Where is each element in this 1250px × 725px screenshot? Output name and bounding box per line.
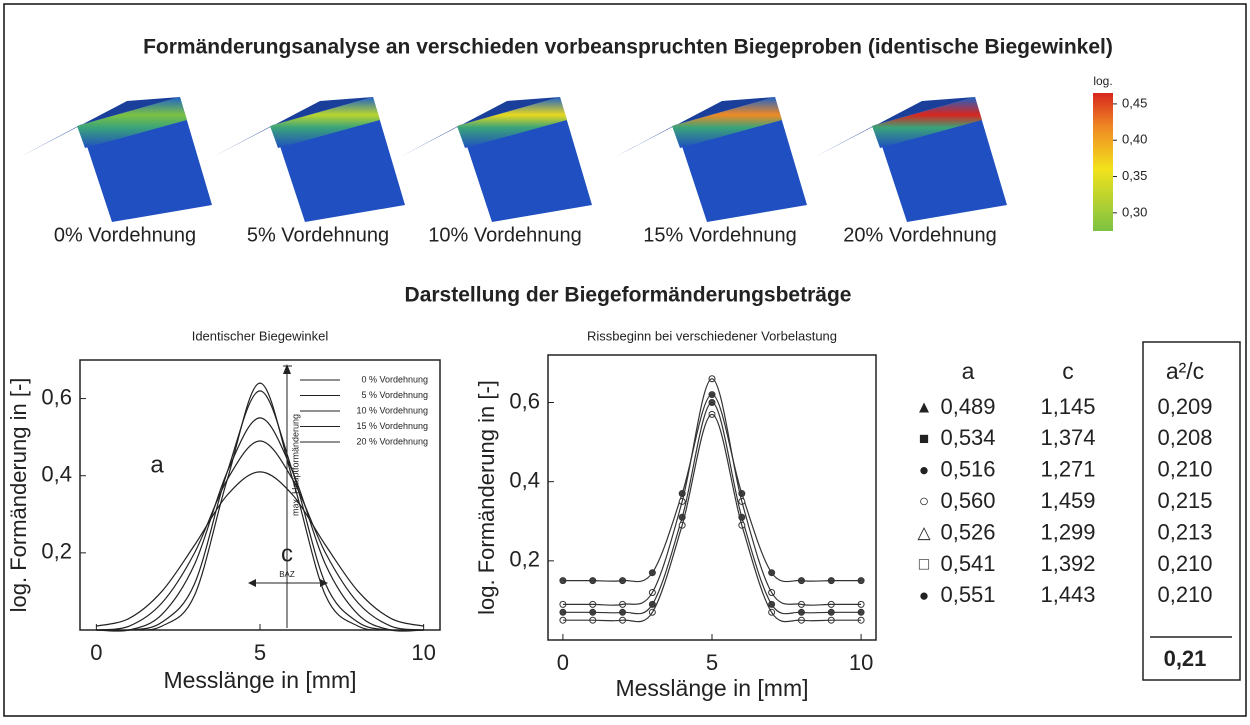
x-tick-label: 0 — [90, 640, 102, 665]
specimen-label: 15% Vordehnung — [643, 224, 796, 246]
specimen-images: 0% Vordehnung 5% Vordehnung 10% Vordehnung… — [20, 97, 1007, 246]
table-cell: 0,534 — [940, 425, 995, 450]
colorbar-tick-label: 0,30 — [1122, 204, 1147, 219]
table-marker: ● — [919, 460, 929, 479]
table-cell: 1,459 — [1040, 488, 1095, 513]
x-axis-title: Messlänge in [mm] — [615, 675, 808, 701]
table-cell: 0,526 — [940, 519, 995, 544]
annotation: c — [281, 540, 293, 567]
curve — [96, 418, 423, 631]
legend-label: 20 % Vordehnung — [356, 436, 428, 446]
plot-frame — [80, 360, 440, 630]
table-cell: 1,299 — [1040, 519, 1095, 544]
chart-title: Rissbeginn bei verschiedener Vorbelastun… — [587, 328, 837, 343]
colorbar — [1093, 93, 1113, 231]
y-tick-label: 0,4 — [509, 467, 540, 492]
legend-label: 0 % Vordehnung — [361, 374, 428, 384]
y-tick-label: 0,6 — [509, 388, 540, 413]
table-cell: 1,392 — [1040, 551, 1095, 576]
specimen-label: 20% Vordehnung — [843, 224, 996, 246]
table-cell: 0,541 — [940, 551, 995, 576]
colorbar-tick-label: 0,45 — [1122, 95, 1147, 110]
x-tick-label: 10 — [411, 640, 435, 665]
curve — [96, 441, 423, 630]
annotation: BAZ — [279, 570, 295, 579]
table-marker: ▲ — [916, 397, 933, 416]
table-cell: 0,208 — [1157, 425, 1212, 450]
arrow-head — [248, 579, 256, 587]
table-cell: 1,374 — [1040, 425, 1095, 450]
specimen-label: 5% Vordehnung — [247, 224, 389, 246]
table-mean: 0,21 — [1164, 646, 1207, 671]
y-tick-label: 0,6 — [41, 384, 72, 409]
table-cell: 1,271 — [1040, 457, 1095, 482]
table-cell: 0,209 — [1157, 394, 1212, 419]
curve — [96, 472, 423, 626]
table-header: a²/c — [1166, 358, 1204, 384]
table-marker: □ — [919, 554, 929, 573]
annotation: a — [150, 451, 164, 478]
table-cell: 0,516 — [940, 457, 995, 482]
legend-label: 5 % Vordehnung — [361, 390, 428, 400]
table-marker: ○ — [919, 492, 929, 511]
x-tick-label: 10 — [849, 650, 873, 675]
charts: Identischer Biegewinkel Messlänge in [mm]… — [6, 328, 876, 701]
y-tick-label: 0,2 — [509, 547, 540, 572]
table-cell: 0,210 — [1157, 582, 1212, 607]
table-marker: △ — [917, 523, 931, 542]
x-tick-label: 5 — [706, 650, 718, 675]
annotation: max. Hauptformänderung — [290, 414, 300, 516]
curve — [563, 414, 861, 621]
section-title: Darstellung der Biegeformänderungsbeträg… — [405, 284, 852, 307]
table: a c a²/c ▲ 0,489 1,145 0,209 ■ 0,534 1,374 0,208 ● 0… — [916, 358, 1213, 671]
table-header: a — [962, 358, 975, 384]
colorbar-tick-label: 0,35 — [1122, 168, 1147, 183]
legend-label: 10 % Vordehnung — [356, 405, 428, 415]
table-header: c — [1062, 358, 1074, 384]
figure: Formänderungsanalyse an verschieden vorb… — [0, 0, 1250, 720]
table-cell: 0,489 — [940, 394, 995, 419]
legend-label: 15 % Vordehnung — [356, 421, 428, 431]
table-marker: ● — [919, 586, 929, 605]
table-cell: 1,443 — [1040, 582, 1095, 607]
specimen-label: 0% Vordehnung — [54, 224, 196, 246]
y-tick-label: 0,4 — [41, 462, 72, 487]
table-cell: 0,215 — [1157, 488, 1212, 513]
x-axis-title: Messlänge in [mm] — [163, 667, 356, 693]
table-cell: 0,560 — [940, 488, 995, 513]
table-cell: 0,551 — [940, 582, 995, 607]
x-tick-label: 0 — [557, 650, 569, 675]
colorbar-tick-label: 0,40 — [1122, 132, 1147, 147]
curve — [563, 403, 861, 614]
specimen-label: 10% Vordehnung — [428, 224, 581, 246]
curve — [563, 395, 861, 582]
figure-title: Formänderungsanalyse an verschieden vorb… — [143, 36, 1113, 59]
table-marker: ■ — [919, 429, 929, 448]
table-cell: 0,210 — [1157, 457, 1212, 482]
table-cell: 0,213 — [1157, 519, 1212, 544]
y-tick-label: 0,2 — [41, 539, 72, 564]
y-axis-title: log. Formänderung in [-] — [474, 380, 499, 615]
chart-title: Identischer Biegewinkel — [192, 328, 329, 343]
x-tick-label: 5 — [254, 640, 266, 665]
colorbar-label: log. — [1093, 74, 1112, 88]
y-axis-title: log. Formänderung in [-] — [6, 378, 31, 613]
table-cell: 1,145 — [1040, 394, 1095, 419]
table-cell: 0,210 — [1157, 551, 1212, 576]
